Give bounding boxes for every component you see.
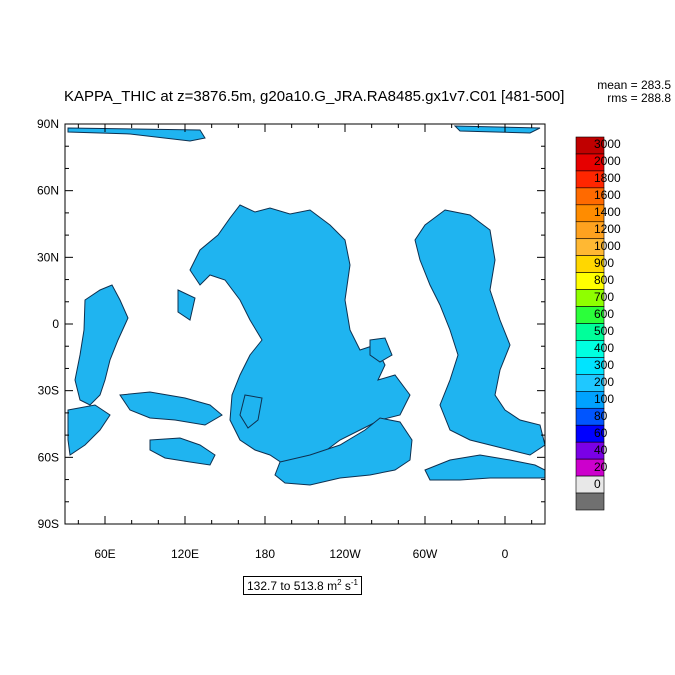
caribbean-patch [369,337,393,363]
colorbar-label: 1400 [594,205,621,220]
southern-ocean-west [67,404,111,456]
lon-label: 60W [413,547,438,561]
indian-ocean [74,284,129,406]
rms-stat: rms = 288.8 [607,91,671,105]
lon-label: 180 [255,547,275,561]
southern-ocean-pacific [274,417,413,486]
lat-label-layer: 90N 60N 30N 0 30S 60S 90S [37,117,59,531]
atlantic-ocean [414,209,546,456]
colorbar-label: 1000 [594,239,621,254]
southern-ocean-indian [119,391,223,426]
colorbar-swatch [575,492,605,511]
southern-ocean-aus [149,437,216,466]
tick-marks [65,123,545,525]
colorbar-label: 200 [594,374,615,389]
southern-ocean-atlantic [424,454,546,481]
colorbar-label: 100 [594,391,615,406]
colorbar-label: 0 [594,476,601,491]
lat-label: 0 [52,317,59,331]
plot-title: KAPPA_THIC at z=3876.5m, g20a10.G_JRA.RA… [64,88,565,105]
lon-label-layer: 60E 120E 180 120W 60W 0 [94,547,508,561]
colorbar-label: 400 [594,340,615,355]
colorbar-label: 2000 [594,154,621,169]
lon-label: 120W [329,547,361,561]
colorbar-label: 800 [594,273,615,288]
lon-label: 60E [94,547,115,561]
range-values: 132.7 to 513.8 [247,579,324,593]
colorbar [575,136,605,511]
range-unit-tail: s [344,579,351,593]
colorbar-label: 900 [594,256,615,271]
lon-label: 120E [171,547,199,561]
east-indian-patch [177,289,196,321]
range-unit-exp: 2 [337,578,342,587]
lon-label: 0 [502,547,509,561]
ocean-fill-layer [67,125,546,486]
lat-label: 90N [37,117,59,131]
lat-label: 30S [38,384,59,398]
range-unit-base: m [327,579,338,593]
colorbar-label: 1200 [594,222,621,237]
colorbar-label: 20 [594,459,608,474]
colorbar-label: 700 [594,290,615,305]
colorbar-label: 500 [594,323,615,338]
south-pacific-patch [239,394,263,429]
lat-label: 90S [38,517,59,531]
colorbar-label: 600 [594,307,615,322]
lat-label: 60S [38,450,59,464]
colorbar-label: 3000 [594,137,621,152]
colorbar-label: 60 [594,425,608,440]
range-unit-exp2: -1 [350,578,358,587]
colorbar-label: 1600 [594,188,621,203]
lat-label: 60N [37,184,59,198]
lat-label: 30N [37,250,59,264]
colorbar-label: 80 [594,408,608,423]
arctic-strip-east [453,125,541,134]
arctic-strip-west [67,127,206,142]
colorbar-label: 300 [594,357,615,372]
colorbar-label: 1800 [594,171,621,186]
colorbar-label: 40 [594,442,608,457]
value-range-box: 132.7 to 513.8 m2 s-1 [243,576,362,595]
mean-stat: mean = 283.5 [597,78,671,92]
